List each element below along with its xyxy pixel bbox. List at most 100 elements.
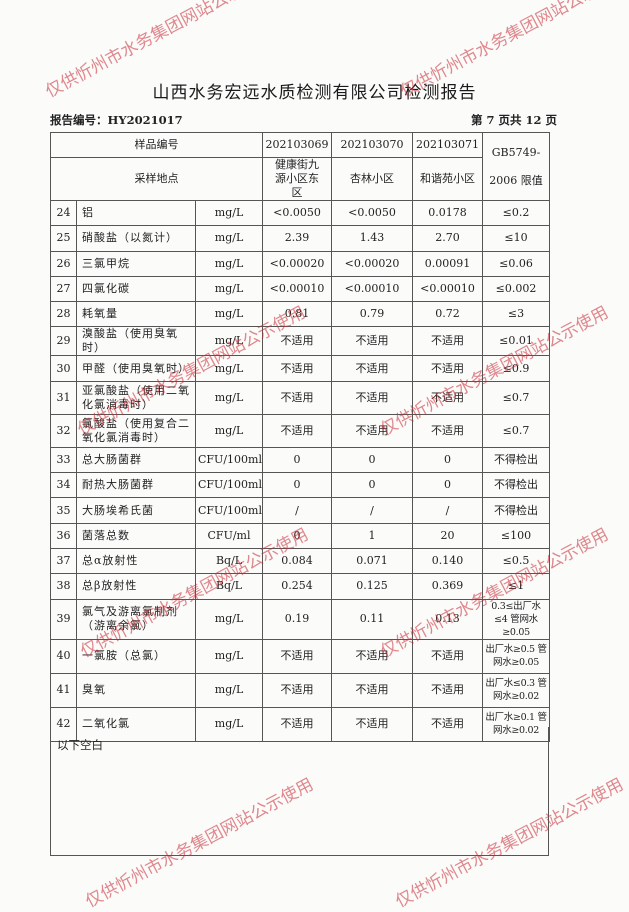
value: 0.13 (412, 598, 484, 640)
value: <0.00010 (331, 275, 414, 303)
value: 不适用 (331, 380, 414, 415)
table-row: 37 总α放射性 Bq/L 0.084 0.071 0.140 ≤0.5 (50, 547, 551, 575)
limit: ≤0.01 (482, 326, 551, 357)
item-name: 四氯化碳 (76, 275, 196, 303)
limit: ≤0.2 (482, 199, 551, 227)
limit: ≤0.7 (482, 413, 551, 448)
unit: mg/L (194, 598, 264, 640)
value: <0.0050 (262, 199, 333, 227)
report-title: 山西水务宏远水质检测有限公司检测报告 (152, 83, 477, 103)
limit: 出厂水≥0.5 管网水≥0.05 (482, 638, 551, 674)
row-number: 41 (50, 672, 77, 708)
value: 0.140 (412, 547, 484, 575)
limit: ≤0.9 (482, 355, 551, 382)
page-info: 第 7 页共 12 页 (470, 113, 557, 127)
value: 0.254 (262, 573, 333, 600)
limit: ≤0.5 (482, 547, 551, 575)
unit: mg/L (194, 250, 264, 277)
site: 健康街九源小区东区 (262, 157, 333, 201)
footer-note: 以下空白 (57, 738, 103, 752)
row-number: 36 (50, 522, 77, 549)
row-number: 35 (50, 497, 77, 524)
unit: mg/L (194, 326, 264, 357)
limit: ≤0.7 (482, 380, 551, 415)
value: 0.369 (412, 573, 484, 600)
table-row: 27 四氯化碳 mg/L <0.00010 <0.00010 <0.00010 ≤0.002 (50, 275, 551, 303)
value: 0.79 (331, 301, 414, 328)
value: 0 (412, 472, 484, 499)
value: <0.00010 (412, 275, 484, 303)
value: 不适用 (412, 638, 484, 674)
sample-no: 202103070 (331, 132, 414, 158)
row-number: 39 (50, 598, 77, 640)
value: <0.00010 (262, 275, 333, 303)
value: / (412, 497, 484, 524)
row-number: 40 (50, 638, 77, 674)
limit: 出厂水≤0.3 管网水≥0.02 (482, 672, 551, 708)
site: 杏林小区 (331, 157, 414, 201)
unit: mg/L (194, 355, 264, 382)
table-row: 24 铝 mg/L <0.0050 <0.0050 0.0178 ≤0.2 (50, 199, 551, 227)
value: 不适用 (331, 326, 414, 357)
unit: Bq/L (194, 547, 264, 575)
value: <0.0050 (331, 199, 414, 227)
row-number: 30 (50, 355, 77, 382)
item-name: 三氯甲烷 (76, 250, 196, 277)
item-name: 溴酸盐（使用臭氧时） (76, 326, 196, 357)
site: 和谐苑小区 (412, 157, 484, 201)
item-name: 硝酸盐（以氮计） (76, 225, 196, 252)
row-number: 27 (50, 275, 77, 303)
item-name: 总大肠菌群 (76, 446, 196, 474)
value: 不适用 (412, 672, 484, 708)
table-row: 28 耗氧量 mg/L 0.81 0.79 0.72 ≤3 (50, 301, 551, 328)
limit: ≤1 (482, 573, 551, 600)
value: <0.00020 (262, 250, 333, 277)
unit: CFU/100ml (194, 497, 264, 524)
limit: ≤100 (482, 522, 551, 549)
table-row: 39 氯气及游离氯制剂（游离余氯） mg/L 0.19 0.11 0.13 0.3≤出厂水≤… (50, 598, 551, 640)
table-row: 26 三氯甲烷 mg/L <0.00020 <0.00020 0.00091 ≤0.06 (50, 250, 551, 277)
table-row: 41 臭氧 mg/L 不适用 不适用 不适用 出厂水≤0.3 管网水≥0.02 (50, 672, 551, 708)
item-name: 氯酸盐（使用复合二氧化氯消毒时） (76, 413, 196, 448)
value: 0.00091 (412, 250, 484, 277)
value: 不适用 (331, 672, 414, 708)
limit: ≤0.06 (482, 250, 551, 277)
unit: mg/L (194, 225, 264, 252)
item-name: 亚氯酸盐（使用二氧化氯消毒时） (76, 380, 196, 415)
table-row: 42 二氧化氯 mg/L 不适用 不适用 不适用 出厂水≥0.1 管网水≥0.02 (50, 706, 551, 742)
unit: mg/L (194, 199, 264, 227)
value: 0.084 (262, 547, 333, 575)
item-name: 总β放射性 (76, 573, 196, 600)
value: 不适用 (262, 706, 333, 742)
item-name: 总α放射性 (76, 547, 196, 575)
row-number: 34 (50, 472, 77, 499)
row-number: 37 (50, 547, 77, 575)
value: 0 (262, 446, 333, 474)
value: 0 (331, 446, 414, 474)
unit: CFU/100ml (194, 446, 264, 474)
table-row: 38 总β放射性 Bq/L 0.254 0.125 0.369 ≤1 (50, 573, 551, 600)
table-row: 30 甲醛（使用臭氧时） mg/L 不适用 不适用 不适用 ≤0.9 (50, 355, 551, 382)
value: 不适用 (412, 413, 484, 448)
value: 不适用 (331, 638, 414, 674)
value: 0 (262, 472, 333, 499)
value: 1.43 (331, 225, 414, 252)
table-row: 25 硝酸盐（以氮计） mg/L 2.39 1.43 2.70 ≤10 (50, 225, 551, 252)
value: 不适用 (331, 413, 414, 448)
value: 2.70 (412, 225, 484, 252)
unit: mg/L (194, 301, 264, 328)
value: 不适用 (262, 355, 333, 382)
limit: ≤10 (482, 225, 551, 252)
value: 0 (412, 446, 484, 474)
row-number: 38 (50, 573, 77, 600)
site-label: 采样地点 (49, 157, 264, 201)
row-number: 24 (50, 199, 77, 227)
item-name: 大肠埃希氏菌 (76, 497, 196, 524)
unit: CFU/100ml (194, 472, 264, 499)
item-name: 菌落总数 (76, 522, 196, 549)
row-number: 32 (50, 413, 77, 448)
row-number: 29 (50, 326, 77, 357)
value: / (262, 497, 333, 524)
value: 0 (262, 522, 333, 549)
item-name: 氯气及游离氯制剂（游离余氯） (76, 598, 196, 640)
